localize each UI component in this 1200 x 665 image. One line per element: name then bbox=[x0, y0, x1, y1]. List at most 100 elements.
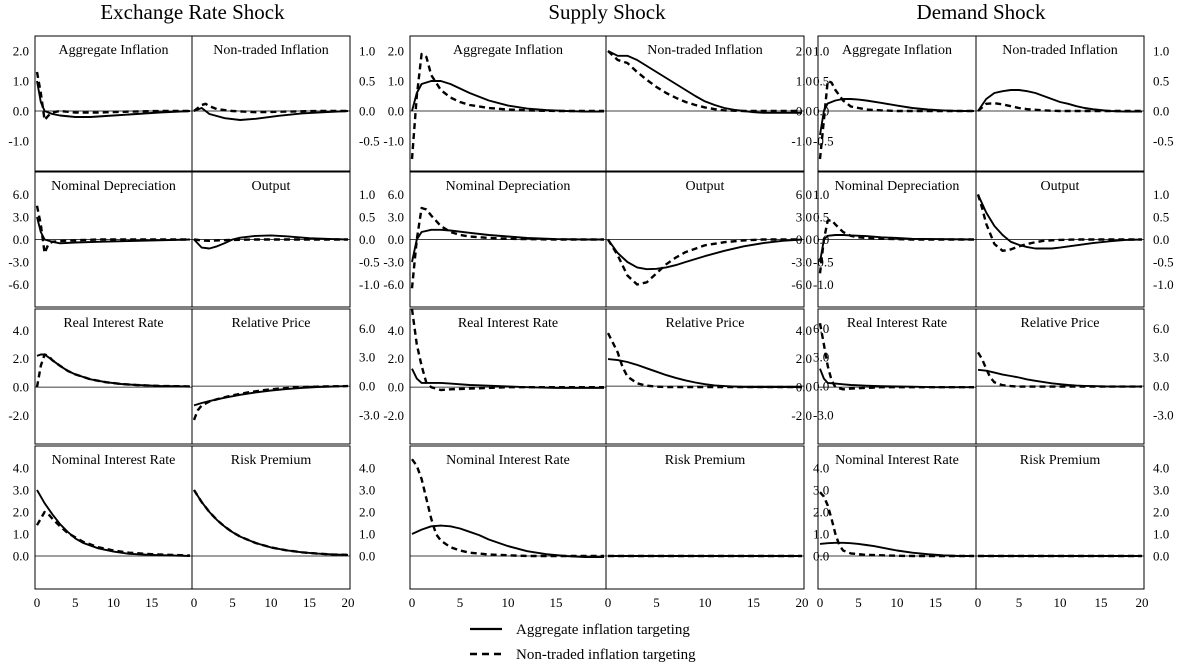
series-line-non-traded bbox=[607, 50, 802, 113]
x-tick-label: 10 bbox=[107, 595, 120, 610]
panel-title: Risk Premium bbox=[1020, 453, 1101, 468]
y-tick-label: 4.0 bbox=[359, 461, 375, 476]
y-tick-label: 2.0 bbox=[388, 44, 404, 59]
series-line-non-traded bbox=[193, 238, 348, 242]
y-tick-label: 0.0 bbox=[1153, 232, 1169, 247]
x-tick-label: 0 bbox=[409, 595, 416, 610]
panel-output: Output -1.0 -0.5 0.0 0.5 1.0 bbox=[191, 171, 380, 308]
x-tick-label: 10 bbox=[1054, 595, 1067, 610]
panel-nominal-depreciation: Nominal Depreciation -6.0 -3.0 0.0 3.0 6.0 bbox=[383, 171, 607, 308]
panel-aggregate-inflation: Aggregate Inflation-1.00.01.02.0 bbox=[791, 35, 977, 172]
panel-frame bbox=[975, 35, 1145, 172]
panel-aggregate-inflation: Aggregate Inflation-1.00.01.02.0 bbox=[383, 35, 607, 172]
panel-nominal-interest-rate: Nominal Interest Rate 0 5 10 15 bbox=[409, 445, 607, 610]
y-tick-label: 2.0 bbox=[796, 44, 812, 59]
y-tick-label: -0.5 bbox=[359, 134, 380, 149]
y-tick-label: 6.0 bbox=[388, 187, 404, 202]
y-tick-label: 6.0 bbox=[796, 187, 812, 202]
y-tick-label: 4.0 bbox=[813, 461, 829, 476]
y-tick-label: 0.0 bbox=[388, 104, 404, 119]
y-tick-label: -0.5 bbox=[813, 255, 834, 270]
series-line-aggregate bbox=[977, 89, 1142, 113]
y-tick-label: -1.0 bbox=[813, 277, 834, 292]
block-title: Supply Shock bbox=[548, 0, 666, 24]
y-tick-label: 0.5 bbox=[813, 74, 829, 89]
y-tick-label: 2.0 bbox=[813, 505, 829, 520]
y-tick-label: 0.0 bbox=[1153, 379, 1169, 394]
y-tick-label: -0.5 bbox=[1153, 134, 1174, 149]
series-line-aggregate bbox=[607, 50, 802, 114]
series-line-aggregate bbox=[819, 98, 974, 136]
series-line-non-traded bbox=[977, 102, 1142, 113]
y-tick-label: 1.0 bbox=[1153, 527, 1169, 542]
y-tick-label: -6.0 bbox=[8, 277, 29, 292]
y-tick-label: 0.0 bbox=[13, 232, 29, 247]
y-tick-label: 1.0 bbox=[813, 527, 829, 542]
panel-title: Risk Premium bbox=[231, 453, 312, 468]
panel-title: Real Interest Rate bbox=[847, 316, 947, 331]
x-tick-label: 10 bbox=[699, 595, 712, 610]
y-tick-label: 3.0 bbox=[813, 483, 829, 498]
series-line-aggregate bbox=[36, 489, 191, 557]
series-line-aggregate bbox=[193, 385, 349, 407]
y-tick-label: 2.0 bbox=[13, 351, 29, 366]
panel-title: Nominal Depreciation bbox=[446, 179, 571, 194]
y-tick-label: 2.0 bbox=[796, 351, 812, 366]
panel-non-traded-inflation: Non-traded Inflation-0.50.00.51.0 bbox=[605, 35, 834, 172]
panel-frame bbox=[191, 445, 351, 590]
panel-real-interest-rate: Real Interest Rate -2.0 0.0 2.0 4.0 bbox=[383, 308, 607, 445]
series-line-aggregate bbox=[36, 80, 191, 118]
x-tick-label: 5 bbox=[855, 595, 862, 610]
y-tick-label: -6.0 bbox=[383, 277, 404, 292]
panel-nominal-interest-rate: Nominal Interest Rate 0.0 1.0 2.0 3.0 4.0 0 5 10… bbox=[13, 445, 193, 610]
y-tick-label: 4.0 bbox=[388, 323, 404, 338]
x-tick-label: 15 bbox=[145, 595, 158, 610]
panel-relative-price: Relative Price -3.0 0.0 3.0 6.0 bbox=[975, 308, 1174, 445]
y-tick-label: 0.5 bbox=[813, 210, 829, 225]
panel-title: Nominal Depreciation bbox=[51, 179, 176, 194]
series-line-non-traded bbox=[606, 238, 802, 286]
panel-nominal-interest-rate: Nominal Interest Rate 0 5 10 15 bbox=[817, 445, 977, 610]
x-tick-label: 10 bbox=[891, 595, 904, 610]
y-tick-label: -2.0 bbox=[791, 408, 812, 423]
y-tick-label: 1.0 bbox=[13, 527, 29, 542]
y-tick-label: -3.0 bbox=[1153, 408, 1174, 423]
series-line-non-traded bbox=[410, 206, 604, 289]
series-line-aggregate bbox=[193, 489, 349, 556]
y-tick-label: 1.0 bbox=[796, 74, 812, 89]
panel-title: Risk Premium bbox=[665, 453, 746, 468]
series-line-non-traded bbox=[35, 353, 191, 388]
y-tick-label: 2.0 bbox=[13, 505, 29, 520]
panel-frame bbox=[191, 35, 351, 172]
y-tick-label: -3.0 bbox=[383, 255, 404, 270]
panel-frame bbox=[605, 308, 805, 445]
x-tick-label: 15 bbox=[747, 595, 760, 610]
series-line-aggregate bbox=[411, 80, 604, 113]
x-tick-label: 15 bbox=[1095, 595, 1108, 610]
series-line-aggregate bbox=[411, 524, 604, 559]
y-tick-label: -3.0 bbox=[791, 255, 812, 270]
series-line-non-traded bbox=[193, 102, 348, 114]
panel-title: Non-traded Inflation bbox=[647, 43, 762, 58]
series-line-non-traded bbox=[818, 322, 974, 391]
series-line-non-traded bbox=[818, 79, 974, 160]
y-tick-label: 0.5 bbox=[1153, 210, 1169, 225]
y-tick-label: 1.0 bbox=[813, 44, 829, 59]
y-tick-label: -1.0 bbox=[8, 134, 29, 149]
panel-title: Real Interest Rate bbox=[458, 316, 558, 331]
y-tick-label: 4.0 bbox=[796, 323, 812, 338]
y-tick-label: 2.0 bbox=[1153, 505, 1169, 520]
x-tick-label: 10 bbox=[502, 595, 515, 610]
panel-non-traded-inflation: Non-traded Inflation-0.50.00.51.0 bbox=[191, 35, 380, 172]
panel-real-interest-rate: Real Interest Rate -2.0 0.0 2.0 4.0 bbox=[8, 308, 193, 445]
y-tick-label: 3.0 bbox=[359, 350, 375, 365]
y-tick-label: 3.0 bbox=[13, 483, 29, 498]
x-tick-label: 5 bbox=[653, 595, 660, 610]
panel-title: Relative Price bbox=[1021, 316, 1100, 331]
x-tick-label: 5 bbox=[229, 595, 236, 610]
shock-blocks: Exchange Rate Shock Aggregate Inflation -1… bbox=[8, 0, 1173, 610]
y-tick-label: -2.0 bbox=[383, 408, 404, 423]
